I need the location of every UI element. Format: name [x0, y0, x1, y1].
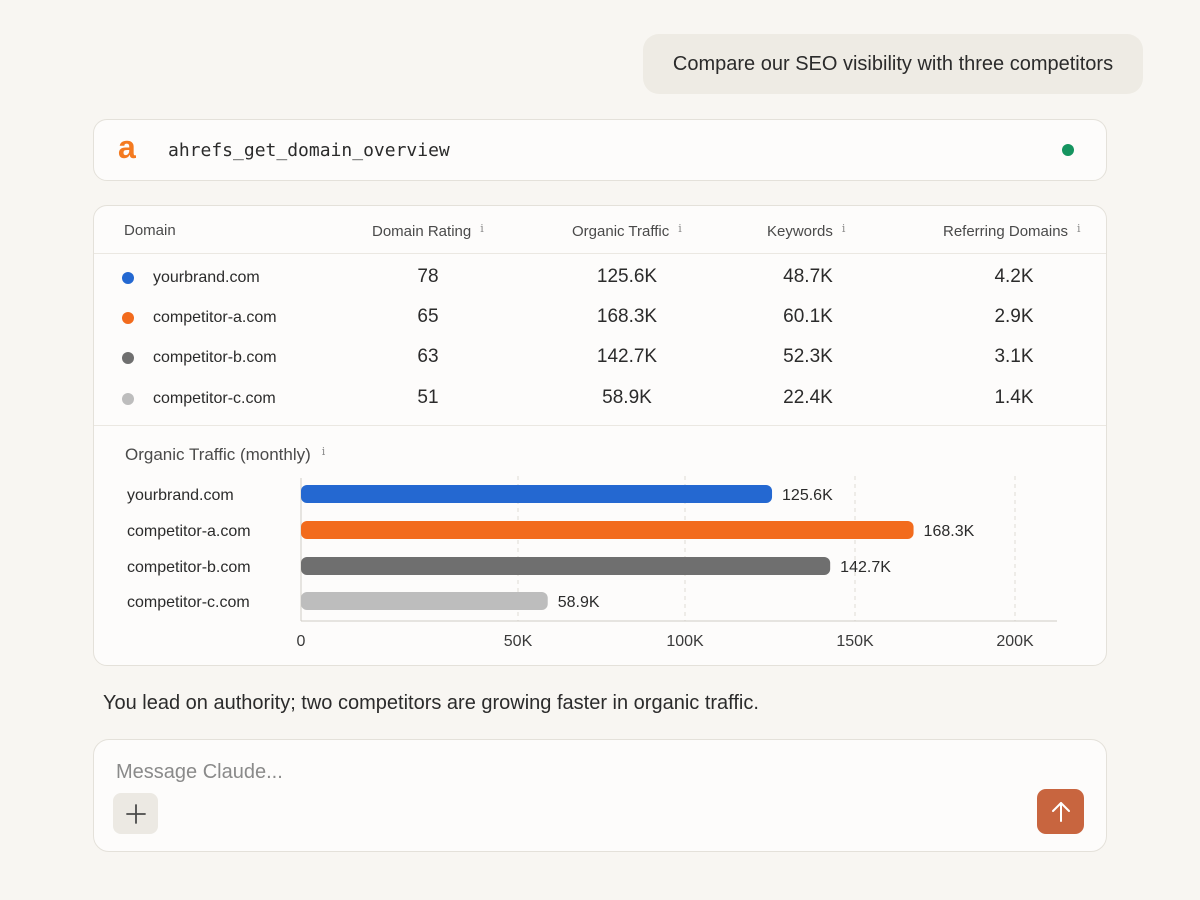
info-icon[interactable]: i	[841, 222, 846, 235]
table-row: yourbrand.com 78 125.6K 48.7K 4.2K	[94, 258, 1106, 298]
table-row: competitor-c.com 51 58.9K 22.4K 1.4K	[94, 379, 1106, 419]
table-header: Domain Domain Rating i Organic Traffic i K…	[94, 206, 1106, 254]
ahrefs-logo-icon: a	[118, 129, 136, 165]
header-organic-traffic: Organic Traffic i	[572, 222, 682, 240]
user-message-bubble: Compare our SEO visibility with three co…	[643, 34, 1143, 94]
cell-organic-traffic: 168.3K	[596, 306, 658, 327]
bar-value-label: 58.9K	[558, 594, 600, 611]
cell-organic-traffic: 142.7K	[596, 346, 658, 367]
organic-traffic-chart: 0 50K 100K 150K 200K yourbrand.com 125.6K compe…	[127, 476, 1057, 650]
series-color-dot	[122, 352, 134, 364]
cell-keywords: 52.3K	[783, 346, 833, 367]
cell-domain: competitor-a.com	[153, 309, 277, 326]
x-tick-label: 0	[297, 633, 306, 650]
send-button[interactable]	[1037, 789, 1084, 834]
bar[interactable]	[301, 485, 773, 503]
x-tick-label: 50K	[504, 633, 533, 650]
header-keywords: Keywords i	[767, 222, 846, 240]
arrow-up-icon	[1051, 801, 1070, 822]
cell-referring-domains: 4.2K	[994, 266, 1034, 287]
info-icon[interactable]: i	[1077, 222, 1081, 235]
attach-button[interactable]	[113, 793, 158, 834]
bar-value-label: 125.6K	[782, 487, 833, 504]
cell-referring-domains: 1.4K	[994, 387, 1034, 408]
header-domain: Domain	[124, 222, 176, 239]
info-icon[interactable]: i	[678, 222, 682, 235]
message-composer	[93, 739, 1107, 852]
chart-title: Organic Traffic (monthly) i	[125, 445, 326, 464]
cell-domain-rating: 65	[417, 306, 439, 327]
bar[interactable]	[301, 521, 914, 539]
category-label: yourbrand.com	[127, 487, 234, 504]
cell-keywords: 48.7K	[783, 266, 833, 287]
table-row: competitor-b.com 63 142.7K 52.3K 3.1K	[94, 338, 1106, 378]
category-label: competitor-b.com	[127, 559, 251, 576]
category-label: competitor-c.com	[127, 594, 250, 611]
x-tick-label: 200K	[996, 633, 1034, 650]
category-label: competitor-a.com	[127, 523, 251, 540]
cell-domain-rating: 78	[417, 266, 439, 287]
cell-keywords: 60.1K	[783, 306, 833, 327]
header-referring-domains: Referring Domains i	[943, 222, 1081, 240]
domain-overview-card: Domain Domain Rating i Organic Traffic i K…	[93, 205, 1107, 666]
tool-name: ahrefs_get_domain_overview	[168, 139, 450, 161]
x-tick-label: 100K	[666, 633, 704, 650]
bar-value-label: 168.3K	[924, 523, 975, 540]
series-color-dot	[122, 272, 134, 284]
cell-organic-traffic: 58.9K	[602, 387, 652, 408]
cell-organic-traffic: 125.6K	[596, 266, 658, 287]
message-input[interactable]	[116, 758, 1016, 786]
cell-domain: yourbrand.com	[153, 269, 260, 286]
bar-value-label: 142.7K	[840, 559, 891, 576]
assistant-message: You lead on authority; two competitors a…	[103, 692, 759, 714]
cell-domain-rating: 63	[417, 346, 439, 367]
x-tick-label: 150K	[836, 633, 874, 650]
bar[interactable]	[301, 592, 548, 610]
series-color-dot	[122, 312, 134, 324]
cell-domain-rating: 51	[417, 387, 439, 408]
info-icon[interactable]: i	[480, 222, 484, 235]
plus-icon	[125, 803, 146, 824]
header-domain-rating: Domain Rating i	[372, 222, 484, 240]
cell-referring-domains: 3.1K	[994, 346, 1034, 367]
table-row: competitor-a.com 65 168.3K 60.1K 2.9K	[94, 298, 1106, 338]
cell-referring-domains: 2.9K	[994, 306, 1034, 327]
cell-keywords: 22.4K	[783, 387, 833, 408]
cell-domain: competitor-b.com	[153, 349, 277, 366]
status-dot-icon	[1062, 144, 1074, 156]
cell-domain: competitor-c.com	[153, 390, 276, 407]
bar[interactable]	[301, 557, 831, 575]
section-divider	[94, 425, 1106, 426]
user-message-text: Compare our SEO visibility with three co…	[672, 52, 1114, 75]
tool-call-card[interactable]: a ahrefs_get_domain_overview	[93, 119, 1107, 181]
series-color-dot	[122, 393, 134, 405]
info-icon[interactable]: i	[321, 445, 326, 458]
